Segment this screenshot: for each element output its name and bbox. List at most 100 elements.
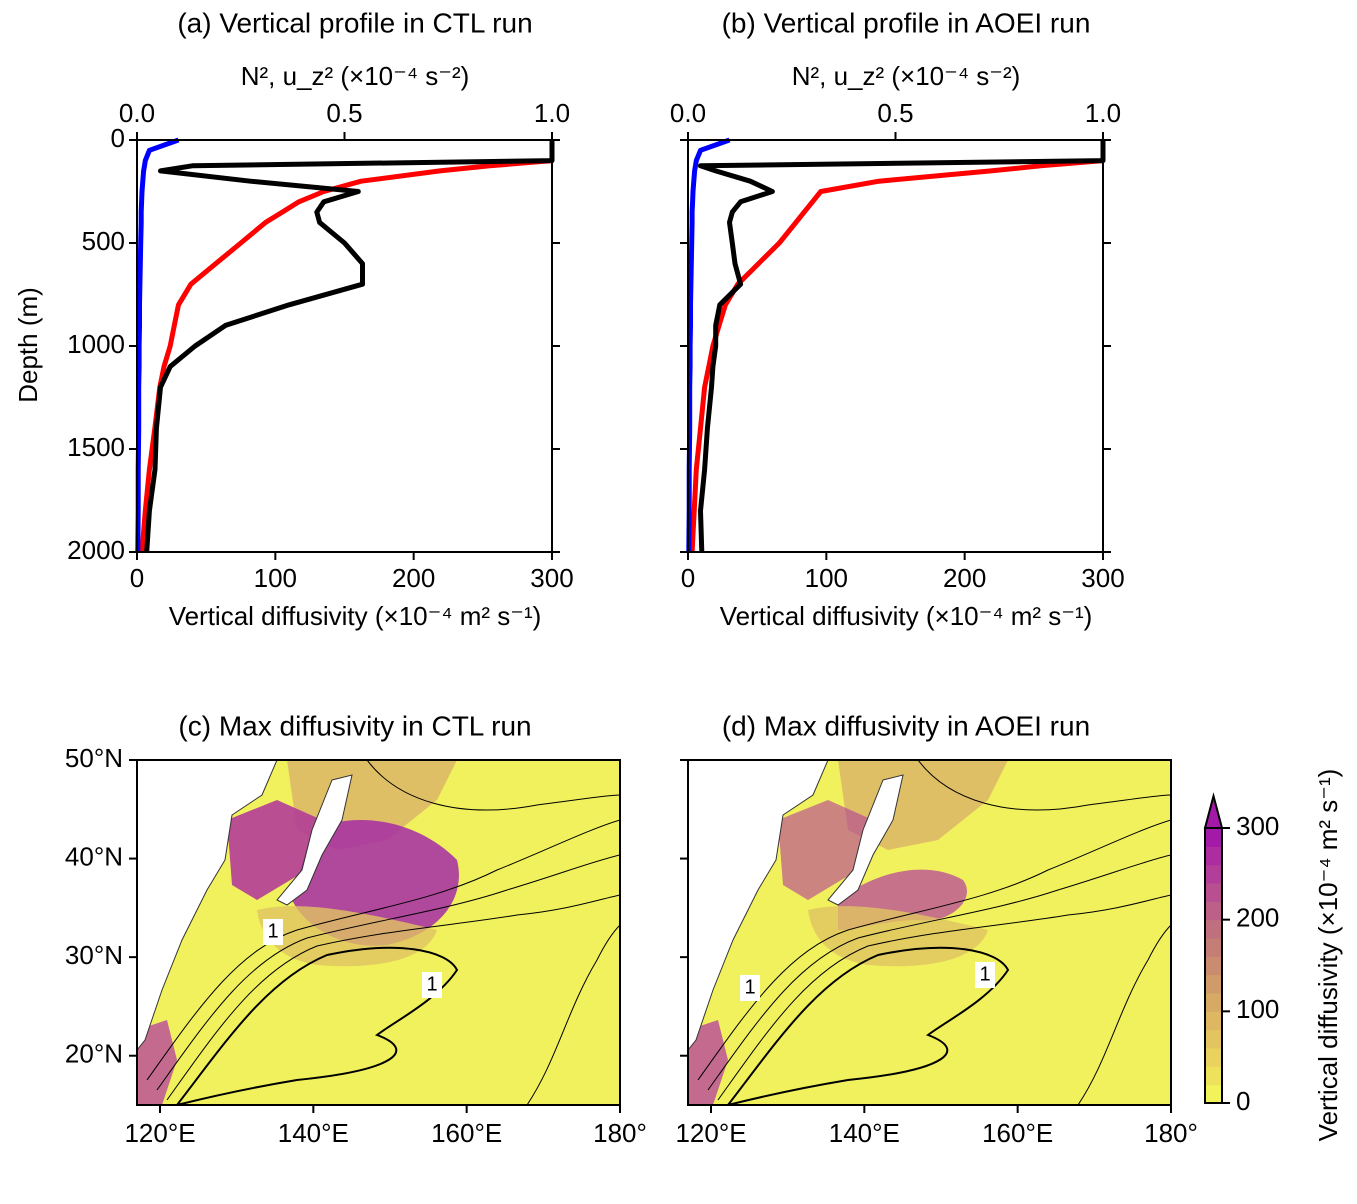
y-tick-label: 40°N — [65, 841, 123, 871]
x-tick-label: 200 — [392, 563, 435, 593]
map-frame — [687, 759, 1172, 1106]
plot-lines — [135, 137, 555, 553]
x-tick-label: 160°E — [982, 1118, 1053, 1148]
contour-line — [727, 946, 1010, 1105]
colorbar-band — [1205, 956, 1222, 976]
colorbar-tick-label: 200 — [1236, 903, 1279, 933]
x-tick-label: 160°E — [431, 1118, 502, 1148]
x-tick-label: 100 — [805, 563, 848, 593]
profile-line — [139, 158, 553, 553]
diffusivity-patch — [808, 906, 988, 967]
land — [276, 774, 353, 906]
chart-title: (a) Vertical profile in CTL run — [177, 7, 532, 38]
contour-label-box — [263, 919, 283, 945]
x-tick-label: 300 — [1081, 563, 1124, 593]
y-tick-label: 500 — [82, 226, 125, 256]
colorbar-band — [1205, 883, 1222, 902]
colorbar-tick-label: 300 — [1236, 811, 1279, 841]
chart-title: (b) Vertical profile in AOEI run — [722, 7, 1091, 38]
y-tick-label: 50°N — [65, 743, 123, 773]
map-area — [137, 760, 620, 1105]
colorbar-extension — [1203, 792, 1224, 829]
y-axis-label: Depth (m) — [13, 287, 43, 403]
y-tick-label: 20°N — [65, 1039, 123, 1069]
land — [137, 760, 278, 1051]
colorbar-band — [1205, 1048, 1222, 1067]
y-tick-label: 1500 — [67, 432, 125, 462]
colorbar-tick-label: 100 — [1236, 994, 1279, 1024]
y-tick-label: 2000 — [67, 535, 125, 565]
x2-axis-label: N², u_z² (×10⁻⁴ s⁻²) — [241, 61, 470, 91]
x-tick-label: 0 — [130, 563, 144, 593]
contour-label-box — [422, 972, 442, 998]
x2-tick-label: 0.5 — [877, 98, 913, 128]
map-frame — [136, 759, 621, 1106]
plot-frame — [687, 139, 1104, 553]
profile-line — [689, 158, 1104, 553]
chart-title: (c) Max diffusivity in CTL run — [178, 710, 531, 741]
contour-line — [1077, 924, 1171, 1105]
colorbar-band — [1205, 938, 1222, 957]
x-tick-label: 300 — [530, 563, 573, 593]
land — [688, 760, 829, 1051]
colorbar-band — [1205, 846, 1222, 866]
x-tick-label: 100 — [254, 563, 297, 593]
contour-label: 1 — [744, 976, 755, 998]
contour-label: 1 — [426, 973, 437, 995]
colorbar-band — [1205, 1084, 1222, 1104]
colorbar-band — [1205, 1011, 1222, 1031]
x-tick-label: 180° — [593, 1118, 647, 1148]
map-area — [688, 760, 1171, 1105]
plot-lines — [686, 137, 1106, 553]
contour-line — [366, 760, 620, 811]
contour-line — [707, 854, 1171, 1091]
contour-line — [166, 894, 620, 1101]
y-tick-label: 1000 — [67, 329, 125, 359]
colorbar-band — [1205, 993, 1222, 1012]
colorbar-band — [1205, 919, 1222, 939]
colorbar-band — [1205, 864, 1222, 884]
land — [827, 774, 904, 906]
x-tick-label: 200 — [943, 563, 986, 593]
x2-axis-label: N², u_z² (×10⁻⁴ s⁻²) — [792, 61, 1021, 91]
x-tick-label: 120°E — [124, 1118, 195, 1148]
x-axis-label: Vertical diffusivity (×10⁻⁴ m² s⁻¹) — [169, 601, 542, 631]
profile-line — [686, 137, 731, 553]
profile-line — [144, 140, 555, 553]
contour-label: 1 — [267, 920, 278, 942]
colorbar-band — [1205, 1066, 1222, 1086]
colorbar-band — [1205, 901, 1222, 921]
colorbar-band — [1205, 974, 1222, 994]
y-tick-label: 30°N — [65, 940, 123, 970]
x-tick-label: 120°E — [675, 1118, 746, 1148]
contour-line — [146, 819, 620, 1081]
diffusivity-patch — [137, 1020, 177, 1105]
x2-tick-label: 0.5 — [326, 98, 362, 128]
chart-title: (d) Max diffusivity in AOEI run — [722, 710, 1090, 741]
contour-line — [697, 819, 1171, 1081]
colorbar-band — [1205, 828, 1222, 847]
profile-line — [135, 137, 180, 553]
diffusivity-patch — [257, 906, 437, 967]
contour-label-box — [975, 962, 995, 988]
x2-tick-label: 0.0 — [119, 98, 155, 128]
y-tick-label: 0 — [111, 123, 125, 153]
contour-line — [156, 854, 620, 1091]
x-tick-label: 140°E — [829, 1118, 900, 1148]
contour-line — [176, 946, 459, 1105]
contour-line — [717, 894, 1171, 1101]
colorbar-label: Vertical diffusivity (×10⁻⁴ m² s⁻¹) — [1313, 769, 1343, 1142]
diffusivity-patch — [688, 1020, 728, 1105]
colorbar-band — [1205, 1029, 1222, 1049]
x-axis-label: Vertical diffusivity (×10⁻⁴ m² s⁻¹) — [720, 601, 1093, 631]
x2-tick-label: 1.0 — [534, 98, 570, 128]
profile-line — [698, 140, 1106, 553]
x-tick-label: 180° — [1144, 1118, 1198, 1148]
contour-line — [526, 924, 620, 1105]
x-tick-label: 140°E — [278, 1118, 349, 1148]
contour-label: 1 — [979, 963, 990, 985]
x2-tick-label: 1.0 — [1085, 98, 1121, 128]
x-tick-label: 0 — [681, 563, 695, 593]
colorbar-tick-label: 0 — [1236, 1086, 1250, 1116]
